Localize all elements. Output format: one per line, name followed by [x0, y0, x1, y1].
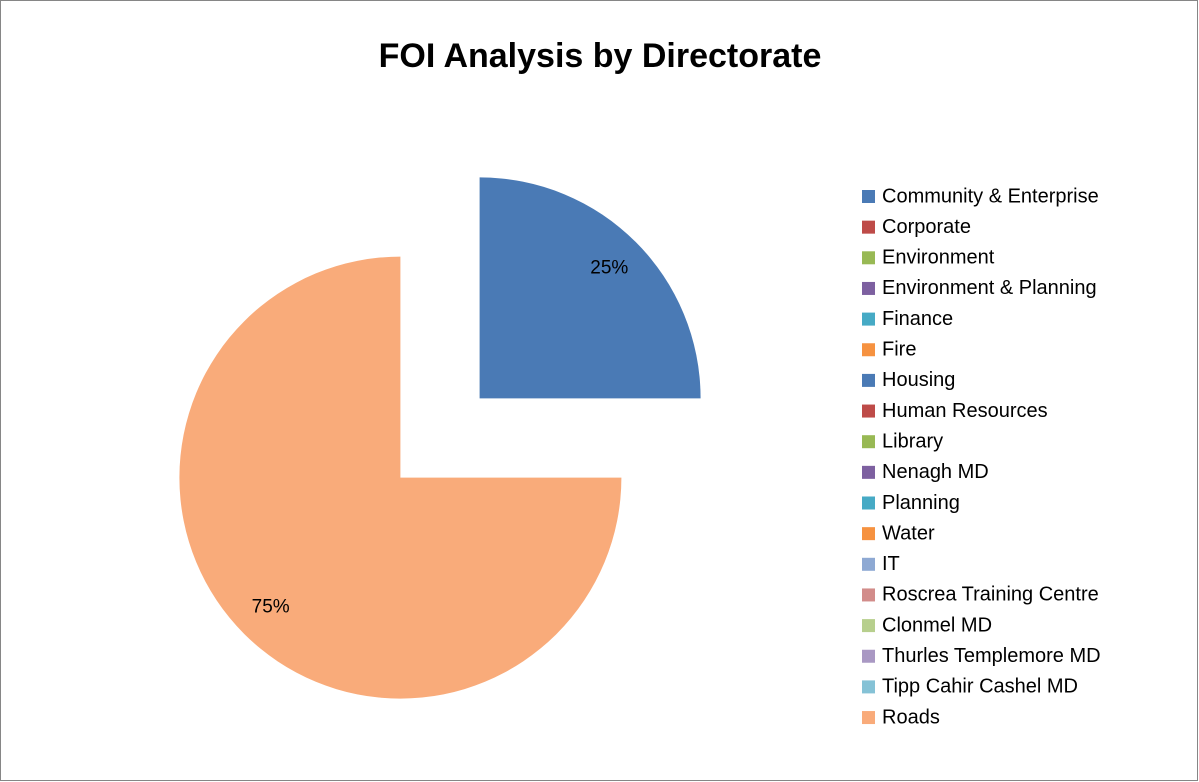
legend-label: Fire [882, 339, 916, 361]
data-label: 25% [590, 258, 628, 279]
legend-swatch [862, 496, 875, 510]
legend-swatch [862, 711, 875, 725]
legend-swatch [862, 619, 875, 633]
legend-label: Housing [882, 369, 955, 391]
pie-slice [179, 256, 622, 699]
legend-swatch [862, 312, 875, 326]
legend-swatch [862, 649, 875, 663]
legend-swatch [862, 435, 875, 449]
legend-swatch [862, 190, 875, 203]
legend-label: Roscrea Training Centre [882, 584, 1099, 606]
legend-swatch [862, 373, 875, 387]
legend-label: Tipp Cahir Cashel MD [882, 676, 1078, 698]
legend-label: Finance [882, 308, 953, 330]
legend-label: Library [882, 430, 943, 452]
legend-label: Community & Enterprise [882, 185, 1099, 207]
legend-label: Nenagh MD [882, 461, 989, 483]
legend-swatch [862, 557, 875, 571]
legend-swatch [862, 404, 875, 418]
legend-swatch [862, 465, 875, 479]
legend-swatch [862, 527, 875, 541]
legend-label: Clonmel MD [882, 614, 992, 636]
legend-swatch [862, 220, 875, 234]
legend-label: Planning [882, 492, 960, 514]
legend-label: Human Resources [882, 400, 1048, 422]
legend-swatch [862, 588, 875, 602]
legend-label: Environment [882, 247, 995, 269]
legend-swatch [862, 251, 875, 265]
legend-label: IT [882, 553, 900, 575]
data-label: 75% [252, 596, 290, 617]
legend-swatch [862, 680, 875, 694]
legend-label: Environment & Planning [882, 277, 1097, 299]
legend-swatch [862, 343, 875, 357]
legend-label: Corporate [882, 216, 971, 238]
legend-swatch [862, 281, 875, 295]
chart-title: FOI Analysis by Directorate [379, 37, 822, 75]
pie-slice [479, 177, 701, 399]
legend-label: Water [882, 522, 935, 544]
legend-label: Roads [882, 706, 940, 728]
legend-label: Thurles Templemore MD [882, 645, 1101, 667]
